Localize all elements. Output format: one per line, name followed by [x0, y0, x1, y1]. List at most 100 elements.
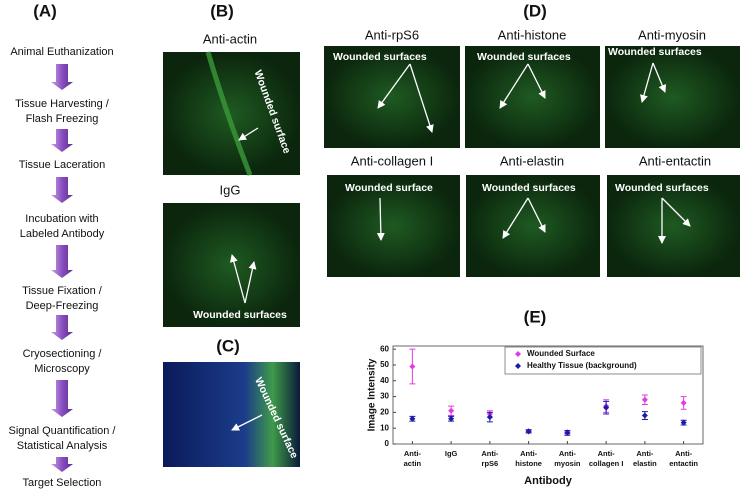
text: Animal Euthanization	[10, 46, 113, 58]
text: Wounded surfaces	[615, 182, 709, 194]
tissue-edge	[205, 51, 253, 176]
text: Image Intensity	[367, 358, 378, 431]
annotation-arrow	[229, 254, 246, 304]
text: 30	[380, 392, 389, 401]
annotation-arrow	[661, 197, 691, 227]
legend-swatch	[515, 351, 521, 357]
flow-arrow	[51, 177, 73, 203]
point	[680, 399, 687, 406]
annotation-arrow	[652, 62, 667, 93]
text: 40	[380, 376, 389, 385]
legend	[504, 346, 702, 375]
text: (A)	[33, 1, 57, 20]
annotation-arrow	[377, 63, 411, 109]
text: histone	[515, 459, 542, 468]
text: Anti-histone	[498, 27, 567, 42]
text: Wounded surfaces	[193, 309, 287, 321]
text: Healthy Tissue (background)	[527, 361, 637, 370]
text: Wounded surfaces	[608, 46, 702, 58]
text: Flash Freezing	[26, 113, 99, 125]
point	[525, 428, 532, 435]
text: Wounded surface	[345, 182, 433, 194]
text: collagen I	[589, 459, 624, 468]
flow-arrow	[51, 129, 73, 152]
point	[641, 396, 648, 403]
text: rpS6	[482, 459, 499, 468]
text: Tissue Fixation /	[22, 285, 103, 297]
text: Anti-	[559, 449, 577, 458]
flow-arrow	[51, 315, 73, 340]
text: (D)	[523, 1, 547, 20]
point	[641, 412, 648, 419]
text: elastin	[633, 459, 657, 468]
text: Anti-rpS6	[365, 27, 419, 42]
text: 10	[380, 423, 389, 432]
text: myosin	[554, 459, 581, 468]
text: Anti-collagen I	[351, 153, 433, 168]
annotation-arrow	[376, 197, 385, 241]
micrograph	[163, 52, 300, 175]
annotation-arrow	[231, 414, 263, 431]
text: Anti-	[675, 449, 693, 458]
text: entactin	[669, 459, 698, 468]
text: Microscopy	[34, 363, 90, 375]
text: Signal Quantification /	[8, 425, 116, 437]
micrograph	[465, 46, 600, 148]
text: 60	[380, 344, 389, 353]
legend-swatch	[515, 363, 521, 369]
text: Anti-myosin	[638, 27, 706, 42]
flow-arrow	[51, 457, 73, 472]
flow-arrow	[51, 380, 73, 417]
text: IgG	[445, 449, 458, 458]
text: Tissue Harvesting /	[15, 98, 110, 110]
text: (C)	[216, 336, 240, 355]
annotation-arrow	[499, 63, 529, 109]
annotation-arrow	[238, 127, 259, 141]
text: Anti-	[404, 449, 422, 458]
annotation-arrow	[409, 63, 434, 133]
point	[680, 419, 687, 426]
text: Incubation with	[25, 213, 98, 225]
point	[409, 363, 416, 370]
text: (B)	[210, 1, 234, 20]
text: Cryosectioning /	[23, 348, 103, 360]
text: Labeled Antibody	[20, 228, 105, 240]
text: Anti-	[636, 449, 654, 458]
text: 20	[380, 407, 389, 416]
point	[564, 429, 571, 436]
micrograph	[327, 175, 460, 277]
micrograph	[324, 46, 460, 148]
text: Wounded surfaces	[477, 51, 571, 63]
text: (E)	[524, 307, 547, 326]
text: Wounded Surface	[527, 349, 595, 358]
point	[486, 414, 493, 421]
micrograph	[605, 46, 740, 148]
text: Anti-	[598, 449, 616, 458]
point	[448, 407, 455, 414]
point	[409, 415, 416, 422]
text: Wounded surfaces	[333, 51, 427, 63]
flow-arrow	[51, 245, 73, 278]
text: actin	[404, 459, 422, 468]
text: Tissue Laceration	[19, 159, 105, 171]
annotation-arrow	[527, 197, 546, 233]
text: Anti-	[520, 449, 538, 458]
micrograph	[466, 175, 600, 277]
text: Statistical Analysis	[17, 440, 108, 452]
text: 50	[380, 360, 389, 369]
text: Anti-entactin	[639, 153, 711, 168]
text: Antibody	[524, 475, 573, 487]
text: Target Selection	[23, 477, 102, 489]
flow-arrow	[51, 64, 73, 90]
text: Anti-elastin	[500, 153, 564, 168]
text: 0	[385, 439, 390, 448]
micrograph	[607, 175, 740, 277]
micrograph	[163, 362, 300, 467]
point	[448, 415, 455, 422]
plot-frame	[392, 345, 704, 445]
point	[603, 404, 610, 411]
text: Deep-Freezing	[26, 300, 99, 312]
annotation-arrow	[640, 62, 654, 103]
annotation-arrow	[527, 63, 546, 99]
